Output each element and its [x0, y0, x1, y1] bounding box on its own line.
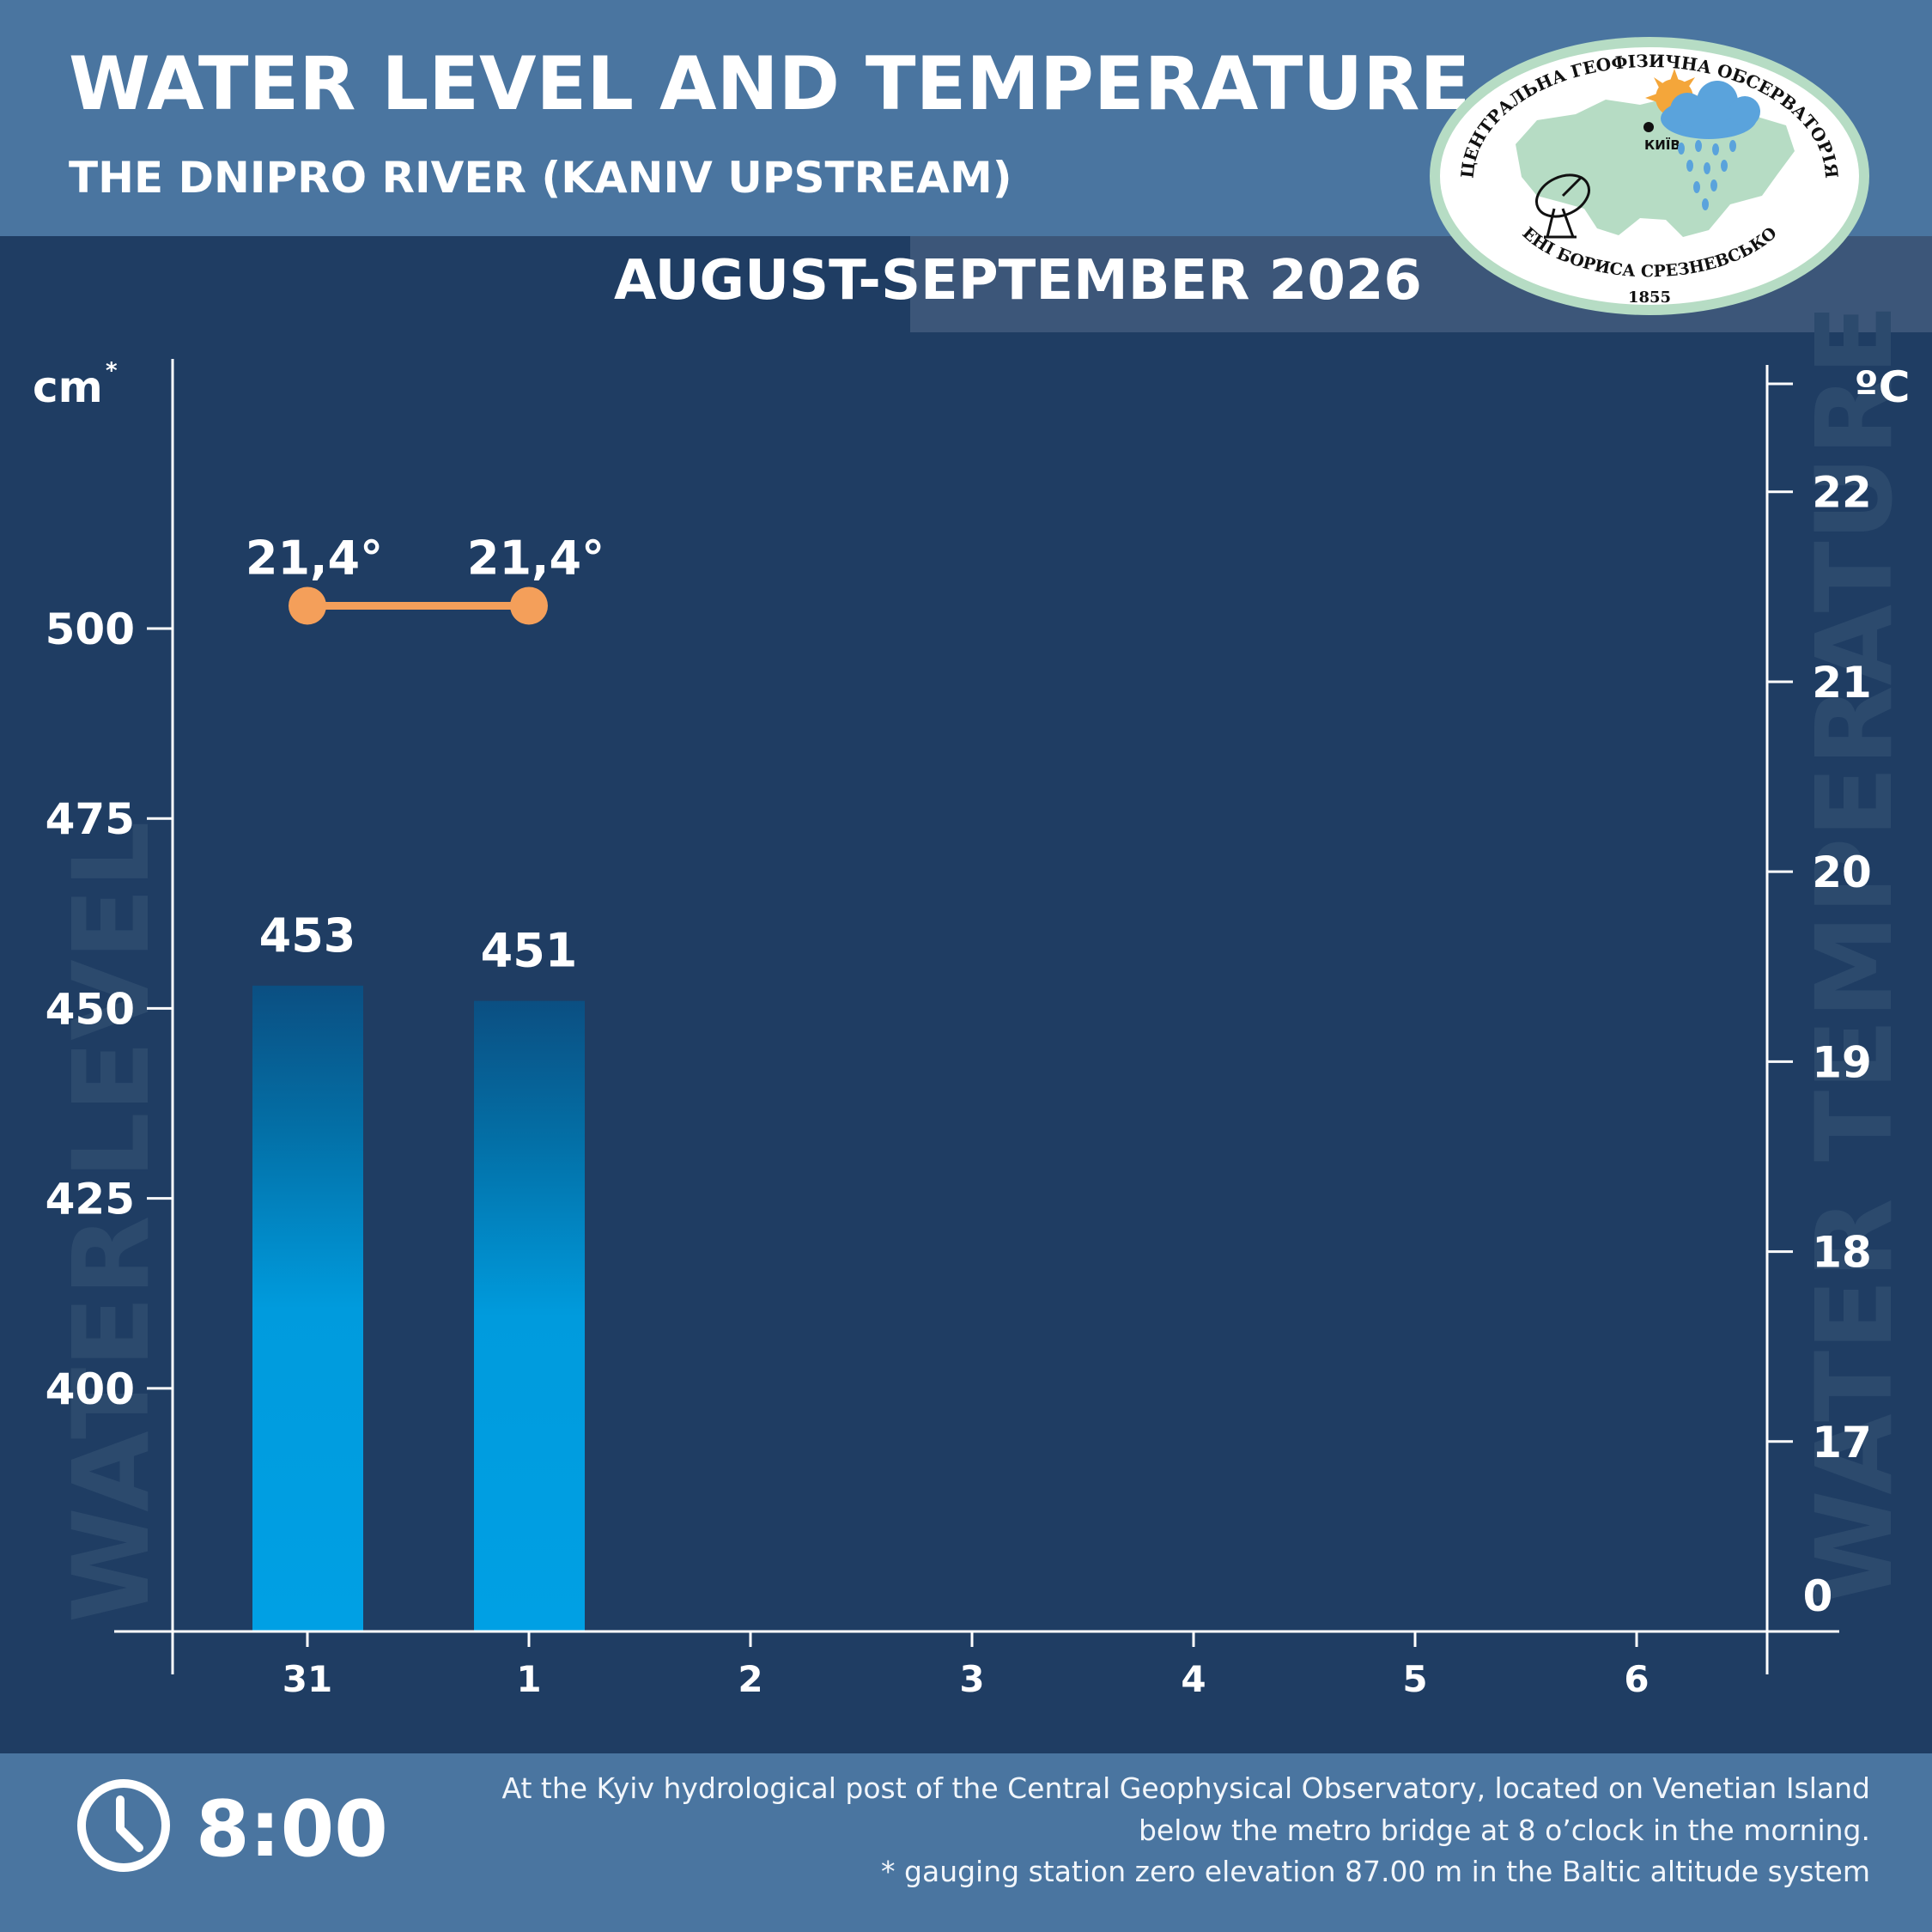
temperature-point	[289, 586, 326, 625]
observatory-logo: ЦЕНТРАЛЬНА ГЕОФІЗИЧНА ОБСЕРВАТОРІЯ ІМЕНІ…	[1425, 33, 1869, 315]
left-axis-unit: cm	[33, 362, 103, 412]
left-axis-tick-label: 475	[46, 794, 135, 844]
footer-note-line-1: At the Kyiv hydrological post of the Cen…	[501, 1771, 1870, 1805]
x-axis-tick-label: 5	[1402, 1658, 1427, 1700]
observation-time: 8:00	[196, 1784, 388, 1874]
temperature-label: 21,4°	[246, 531, 383, 585]
x-axis-tick-label: 3	[959, 1658, 984, 1700]
right-axis-watermark: WATER TEMPERATURE	[1794, 304, 1916, 1606]
right-axis-tick-label: 22	[1812, 468, 1872, 518]
left-axis-tick-label: 425	[46, 1175, 135, 1224]
logo-year: 1855	[1628, 289, 1671, 307]
footer-note-line-2: below the metro bridge at 8 o’clock in t…	[1138, 1814, 1870, 1847]
right-axis-unit: ºC	[1855, 362, 1911, 412]
x-axis-tick-label: 4	[1181, 1658, 1206, 1700]
water-level-bar	[474, 1000, 585, 1631]
temperature-point	[510, 586, 548, 625]
satellite-dish-icon	[1535, 173, 1590, 239]
left-axis-unit-mark: *	[106, 358, 118, 384]
right-axis-tick-label: 21	[1812, 658, 1872, 708]
right-axis-tick-label: 17	[1812, 1418, 1872, 1467]
x-axis-tick-label: 31	[283, 1658, 332, 1700]
x-axis-tick-label: 2	[738, 1658, 762, 1700]
water-chart: WATER LEVEL WATER TEMPERATURE 453 451 4004…	[33, 304, 1916, 1700]
water-level-label: 453	[259, 908, 356, 963]
footer-band	[0, 1753, 1932, 1932]
left-axis-tick-label: 450	[46, 984, 135, 1034]
right-axis-tick-label: 18	[1812, 1228, 1872, 1278]
right-axis-tick-label: 20	[1812, 848, 1872, 897]
page-title: WATER LEVEL AND TEMPERATURE	[69, 41, 1471, 127]
x-axis-tick-label: 6	[1624, 1658, 1649, 1700]
rain-cloud-icon	[1661, 81, 1760, 210]
right-axis-zero-label: 0	[1803, 1571, 1833, 1621]
page-subtitle: THE DNIPRO RIVER (KANIV UPSTREAM)	[69, 153, 1012, 203]
x-axis-tick-label: 1	[516, 1658, 541, 1700]
left-axis-tick-label: 400	[46, 1364, 135, 1414]
period-label: AUGUST-SEPTEMBER 2026	[614, 249, 1422, 313]
temperature-label: 21,4°	[467, 531, 605, 585]
right-axis-tick-label: 19	[1812, 1037, 1872, 1087]
kyiv-dot	[1643, 122, 1654, 132]
water-level-label: 451	[481, 924, 578, 978]
water-level-bar	[252, 985, 363, 1631]
left-axis-tick-label: 500	[46, 605, 135, 654]
clock-icon	[77, 1779, 170, 1872]
logo-city: КИЇВ	[1644, 137, 1680, 153]
footer-note-line-3: * gauging station zero elevation 87.00 m…	[881, 1855, 1870, 1888]
left-axis-watermark: WATER LEVEL	[51, 821, 173, 1623]
